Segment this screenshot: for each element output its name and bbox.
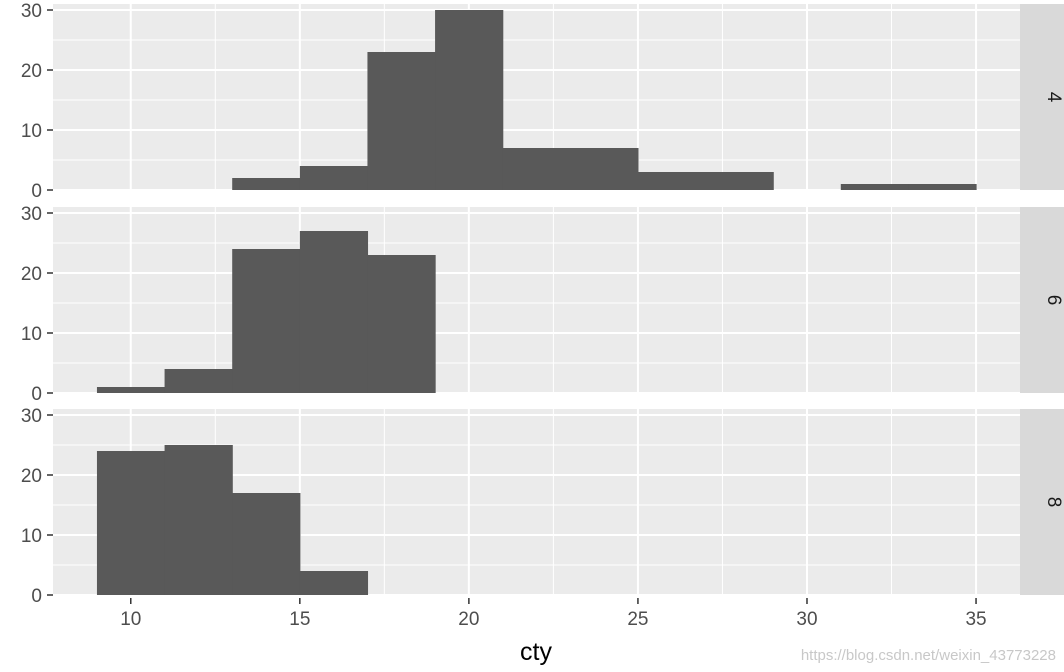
x-tick-label: 15 bbox=[289, 609, 310, 630]
histogram-bar bbox=[232, 493, 301, 595]
y-tick-label: 10 bbox=[21, 324, 42, 345]
panel-background bbox=[53, 207, 1020, 393]
x-tick-label: 30 bbox=[796, 609, 817, 630]
facet-strip bbox=[1020, 409, 1064, 595]
histogram-bar bbox=[840, 184, 910, 190]
x-tick-label: 35 bbox=[965, 609, 986, 630]
y-tick-label: 30 bbox=[21, 1, 42, 22]
y-tick-label: 10 bbox=[21, 526, 42, 547]
y-tick-label: 0 bbox=[31, 181, 42, 202]
y-tick-label: 20 bbox=[21, 264, 42, 285]
histogram-bar bbox=[232, 178, 301, 190]
facet-strip-label: 4 bbox=[1043, 92, 1064, 103]
x-tick-label: 10 bbox=[120, 609, 141, 630]
facet-strip bbox=[1020, 207, 1064, 393]
facet-strip-label: 8 bbox=[1043, 497, 1064, 508]
watermark: https://blog.csdn.net/weixin_43773228 bbox=[801, 647, 1056, 664]
x-tick-label: 25 bbox=[627, 609, 648, 630]
y-tick-label: 20 bbox=[21, 466, 42, 487]
facet-strip-label: 6 bbox=[1043, 295, 1064, 306]
histogram-bar bbox=[367, 255, 436, 393]
y-tick-label: 0 bbox=[31, 384, 42, 405]
y-tick-label: 10 bbox=[21, 121, 42, 142]
histogram-bar bbox=[435, 10, 504, 190]
histogram-bar bbox=[908, 184, 977, 190]
histogram-bar bbox=[299, 166, 369, 190]
facet-panel-8: 0 10 20 30 8 bbox=[21, 406, 1064, 607]
histogram-bar bbox=[367, 52, 436, 190]
y-tick-label: 30 bbox=[21, 204, 42, 225]
histogram-bar bbox=[299, 571, 369, 595]
x-axis-title: cty bbox=[520, 638, 552, 666]
facet-panel-6: 0 10 20 30 6 bbox=[21, 204, 1064, 405]
x-axis: 10 15 20 25 30 35 bbox=[120, 598, 987, 630]
histogram-bar bbox=[96, 387, 166, 393]
histogram-bar bbox=[96, 451, 166, 595]
histogram-bar bbox=[502, 148, 571, 190]
y-tick-label: 30 bbox=[21, 406, 42, 427]
y-tick-label: 20 bbox=[21, 61, 42, 82]
histogram-bar bbox=[164, 369, 233, 393]
facet-panel-4: 0 10 20 30 4 bbox=[21, 1, 1064, 202]
histogram-bar bbox=[570, 148, 639, 190]
histogram-bar bbox=[299, 231, 369, 393]
histogram-bar bbox=[637, 172, 707, 190]
facet-strip bbox=[1020, 4, 1064, 190]
histogram-bar bbox=[705, 172, 774, 190]
x-tick-label: 20 bbox=[458, 609, 479, 630]
y-tick-label: 0 bbox=[31, 586, 42, 607]
histogram-bar bbox=[164, 445, 233, 595]
histogram-bar bbox=[232, 249, 301, 393]
